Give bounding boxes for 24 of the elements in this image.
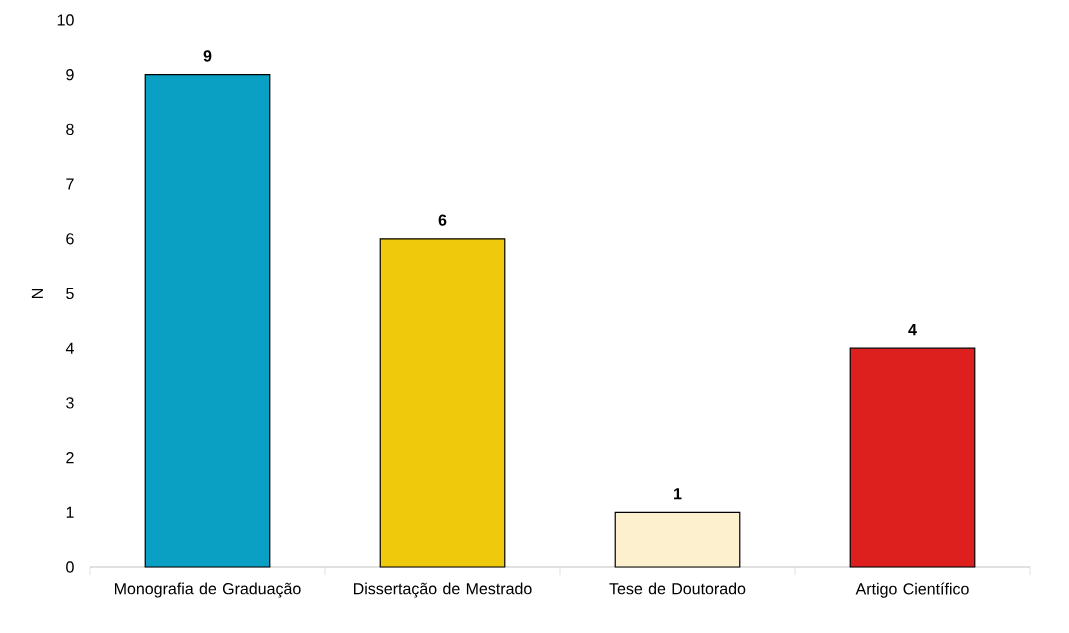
bar — [144, 74, 271, 568]
y-tick-label: 0 — [66, 561, 74, 573]
x-tick-label: Monografia de Graduação — [114, 582, 301, 598]
y-tick-label: 10 — [57, 14, 74, 26]
y-tick-label: 7 — [66, 178, 74, 190]
data-label: 9 — [203, 50, 212, 62]
x-tick-label: Tese de Doutorado — [609, 582, 746, 595]
y-tick-label: 6 — [66, 233, 74, 245]
x-tick-label: Artigo Científico — [855, 582, 969, 598]
bar — [614, 511, 741, 568]
y-tick-label: 2 — [66, 452, 74, 464]
y-tick-label: 3 — [66, 397, 74, 409]
bar — [379, 238, 506, 568]
x-tick-label: Dissertação de Mestrado — [354, 582, 532, 598]
data-label: 1 — [674, 488, 682, 500]
y-tick-label: 5 — [66, 287, 74, 300]
y-tick-label: 4 — [65, 342, 74, 354]
data-label: 4 — [908, 324, 917, 336]
y-tick-label: 8 — [66, 123, 74, 136]
y-axis-title: N — [31, 289, 43, 298]
y-tick-label: 9 — [66, 69, 74, 81]
y-tick-label: 1 — [66, 506, 74, 518]
bar — [849, 347, 976, 568]
data-label: 6 — [438, 214, 447, 226]
